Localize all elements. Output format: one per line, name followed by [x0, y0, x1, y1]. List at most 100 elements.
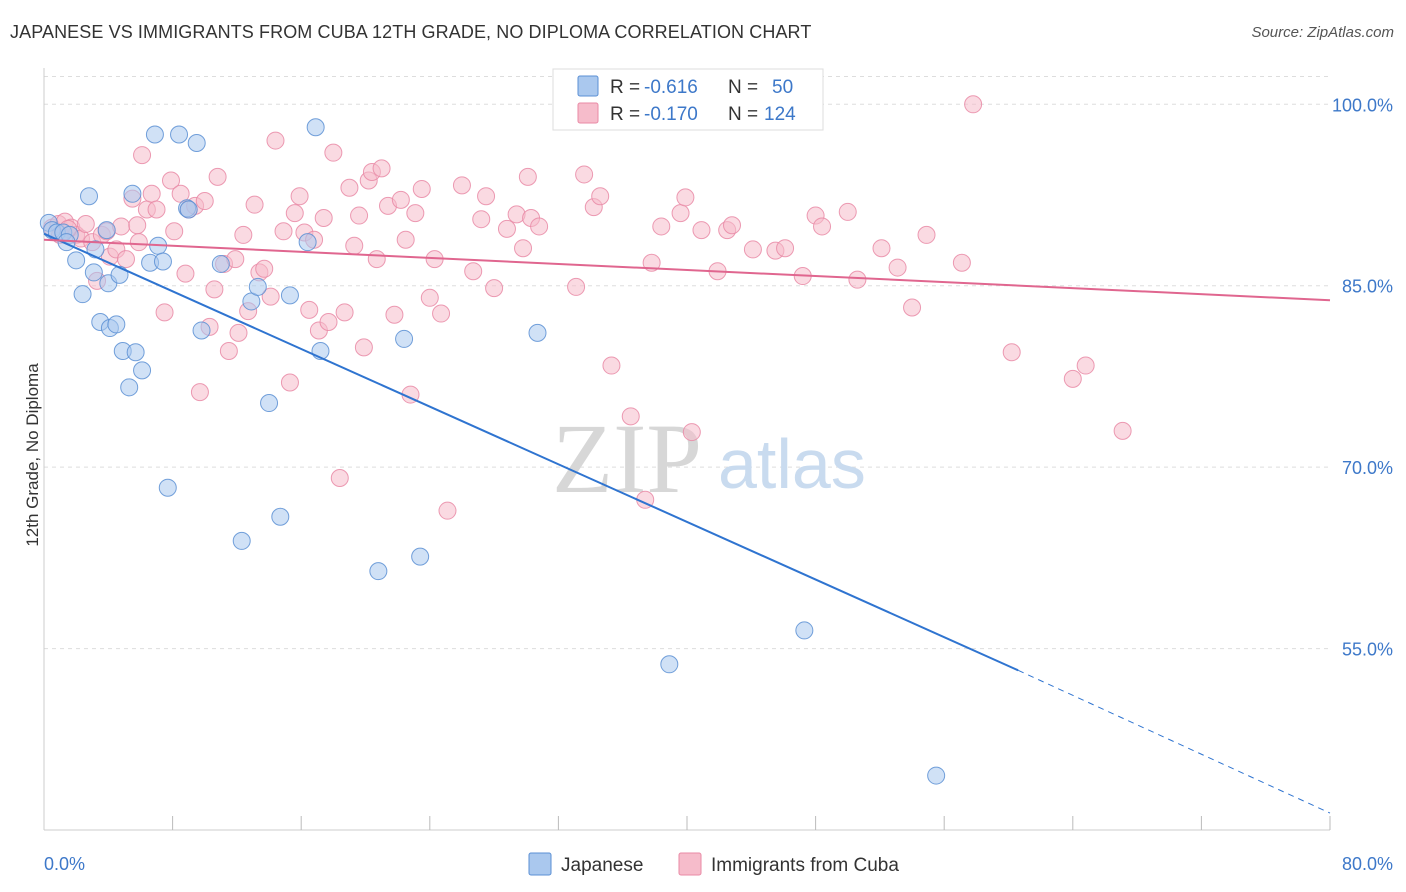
point-japanese — [395, 329, 414, 348]
point-japanese — [211, 254, 230, 273]
point-cuba — [345, 236, 364, 255]
y-tick-label: 100.0% — [1332, 95, 1393, 115]
point-cuba — [280, 373, 299, 392]
point-cuba — [319, 313, 338, 331]
legend-swatch-japanese — [577, 75, 599, 97]
point-cuba — [354, 338, 373, 357]
point-japanese — [369, 562, 388, 581]
point-japanese — [84, 263, 103, 282]
point-cuba — [888, 258, 907, 277]
point-cuba — [274, 222, 293, 241]
point-cuba — [1063, 369, 1082, 388]
point-cuba — [165, 222, 184, 241]
point-japanese — [795, 621, 814, 640]
legend-n-label-cuba: N = — [728, 104, 758, 125]
legend-n-label-japanese: N = — [728, 77, 758, 98]
point-cuba — [340, 178, 359, 197]
point-japanese — [67, 251, 86, 270]
point-cuba — [261, 287, 280, 306]
legend-r-value-japanese: -0.616 — [644, 77, 698, 98]
point-japanese — [248, 277, 267, 296]
point-cuba — [575, 165, 594, 184]
point-japanese — [133, 361, 152, 380]
point-cuba — [128, 216, 147, 235]
top-legend: R = -0.616 N = 50 R = -0.170 N = 124 — [552, 68, 824, 131]
bottom-legend-swatch-japanese — [528, 852, 552, 876]
trend-lines — [43, 232, 1331, 814]
point-cuba — [300, 300, 319, 319]
point-cuba — [472, 210, 491, 229]
point-cuba — [420, 288, 439, 307]
point-japanese — [86, 240, 105, 259]
point-japanese — [153, 252, 172, 271]
point-japanese — [120, 378, 139, 397]
point-cuba — [255, 259, 274, 278]
point-cuba — [133, 146, 152, 165]
point-japanese — [260, 394, 279, 413]
point-cuba — [438, 501, 457, 520]
bottom-legend-label-japanese: Japanese — [561, 855, 643, 876]
point-cuba — [917, 225, 936, 244]
tick-labels: 100.0% 85.0% 70.0% 55.0% 0.0% 80.0% — [44, 95, 1393, 874]
legend-n-value-japanese: 50 — [772, 77, 793, 98]
point-cuba — [642, 253, 661, 272]
legend-n-value-cuba: 124 — [764, 104, 796, 125]
point-cuba — [477, 187, 496, 206]
series-japanese-points — [39, 95, 946, 785]
point-japanese — [232, 531, 251, 550]
point-cuba — [229, 323, 248, 342]
y-axis-title: 12th Grade, No Diploma — [23, 363, 42, 547]
point-cuba — [485, 279, 504, 298]
point-cuba — [813, 217, 832, 236]
point-cuba — [385, 305, 404, 324]
point-japanese — [528, 323, 547, 342]
legend-r-value-cuba: -0.170 — [644, 104, 698, 125]
point-cuba — [723, 216, 742, 235]
point-cuba — [464, 262, 483, 281]
point-cuba — [335, 303, 354, 322]
axes — [43, 68, 1331, 831]
point-cuba — [743, 240, 762, 259]
point-cuba — [412, 179, 431, 198]
point-japanese — [411, 547, 430, 566]
point-japanese — [179, 200, 198, 219]
chart-source: Source: ZipAtlas.com — [1251, 24, 1394, 41]
gridlines — [44, 75, 1330, 650]
point-cuba — [652, 217, 671, 236]
point-cuba — [776, 239, 795, 258]
point-cuba — [350, 206, 369, 225]
point-cuba — [76, 215, 95, 234]
point-cuba — [372, 159, 391, 178]
point-japanese — [107, 315, 126, 334]
point-cuba — [514, 239, 533, 258]
trend-extension-japanese — [1017, 669, 1331, 814]
point-cuba — [848, 270, 867, 289]
point-cuba — [682, 423, 701, 442]
point-japanese — [73, 285, 92, 304]
point-cuba — [190, 383, 209, 402]
point-cuba — [591, 187, 610, 206]
point-cuba — [324, 143, 343, 162]
point-japanese — [126, 343, 145, 362]
point-cuba — [1113, 421, 1132, 440]
point-cuba — [161, 171, 180, 190]
point-cuba — [195, 192, 214, 211]
point-cuba — [142, 184, 161, 203]
point-cuba — [432, 304, 451, 323]
point-japanese — [280, 286, 299, 305]
point-japanese — [298, 233, 317, 252]
point-cuba — [497, 219, 516, 238]
point-cuba — [952, 253, 971, 272]
point-cuba — [155, 303, 174, 322]
point-cuba — [903, 298, 922, 317]
point-cuba — [367, 250, 386, 269]
point-cuba — [671, 204, 690, 223]
point-cuba — [234, 225, 253, 244]
point-cuba — [567, 277, 586, 296]
point-japanese — [110, 265, 129, 284]
point-cuba — [391, 190, 410, 209]
point-japanese — [306, 118, 325, 137]
point-cuba — [602, 356, 621, 375]
point-cuba — [116, 250, 135, 269]
